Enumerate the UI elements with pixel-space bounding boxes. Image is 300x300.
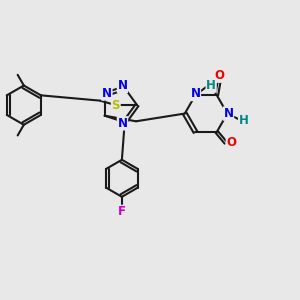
Text: N: N <box>190 88 200 100</box>
Text: H: H <box>239 114 249 127</box>
Text: N: N <box>118 117 128 130</box>
Text: H: H <box>206 79 216 92</box>
Text: N: N <box>102 87 112 100</box>
Text: S: S <box>112 99 120 112</box>
Text: N: N <box>118 79 128 92</box>
Text: O: O <box>214 69 224 82</box>
Text: O: O <box>226 136 236 149</box>
Text: N: N <box>224 107 233 120</box>
Text: F: F <box>118 206 126 218</box>
